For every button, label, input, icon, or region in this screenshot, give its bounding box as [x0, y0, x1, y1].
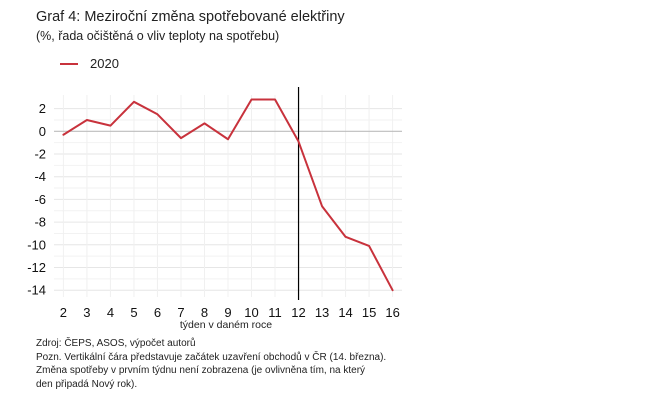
x-tick-label: 16	[385, 305, 399, 320]
grid	[54, 95, 402, 297]
x-tick-label: 12	[291, 305, 305, 320]
footnote-line-1: Pozn. Vertikální čára představuje začáte…	[36, 351, 387, 363]
y-tick-label: -2	[34, 147, 46, 162]
chart-subtitle: (%, řada očištěná o vliv teploty na spot…	[36, 29, 280, 43]
x-tick-label: 8	[201, 305, 208, 320]
chart-title: Graf 4: Meziroční změna spotřebované ele…	[36, 9, 345, 25]
x-tick-label: 3	[83, 305, 90, 320]
x-axis-title: týden v daném roce	[180, 319, 272, 331]
y-tick-label: -6	[34, 192, 46, 207]
footnote-line-2: Změna spotřeby v prvním týdnu není zobra…	[36, 365, 366, 376]
footnote-line-3: den připadá Nový rok).	[36, 378, 138, 390]
y-axis-ticks: 2 0 -2 -4 -6 -8 -10 -12 -14	[27, 101, 46, 298]
x-tick-label: 11	[268, 305, 282, 320]
x-tick-label: 4	[107, 305, 114, 320]
y-tick-label: -10	[27, 237, 46, 252]
legend-label-2020: 2020	[90, 56, 119, 71]
y-tick-label: 0	[39, 124, 46, 139]
x-tick-label: 5	[130, 305, 137, 320]
y-tick-label: 2	[39, 101, 46, 116]
y-tick-label: -14	[27, 283, 46, 298]
x-tick-label: 7	[177, 305, 184, 320]
notes: Zdroj: ČEPS, ASOS, výpočet autorů Pozn. …	[36, 337, 386, 391]
x-tick-label: 13	[315, 305, 329, 320]
x-tick-label: 9	[224, 305, 231, 320]
y-tick-label: -12	[27, 260, 46, 275]
y-tick-label: -4	[34, 169, 46, 184]
x-tick-label: 15	[362, 305, 376, 320]
series-layer	[62, 98, 394, 292]
x-tick-label: 2	[60, 305, 67, 320]
x-tick-label: 14	[338, 305, 352, 320]
source-note: Zdroj: ČEPS, ASOS, výpočet autorů	[36, 338, 196, 349]
x-tick-label: 6	[154, 305, 161, 320]
x-tick-label: 10	[244, 305, 258, 320]
legend: 2020	[60, 56, 119, 71]
legend-swatch-2020	[60, 62, 78, 65]
y-tick-label: -8	[34, 215, 46, 230]
x-axis-ticks: 2 3 4 5 6 7 8 9 10 11 12 13 14 15 16	[60, 305, 400, 320]
